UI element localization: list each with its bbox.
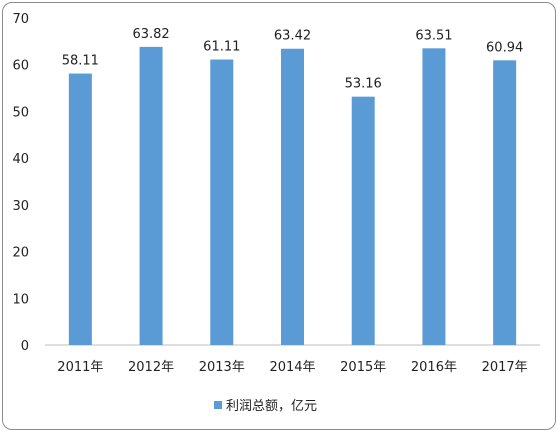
- data-label: 63.82: [132, 27, 169, 42]
- y-tick-label: 60: [12, 59, 29, 74]
- y-tick-label: 10: [12, 292, 29, 307]
- y-tick-label: 40: [12, 152, 29, 167]
- bar-5: [351, 96, 375, 345]
- y-tick-label: 70: [12, 12, 29, 27]
- bar-3: [210, 59, 234, 346]
- bar-7: [493, 60, 517, 345]
- x-tick-label: 2013年: [199, 360, 245, 375]
- x-tick-label: 2012年: [128, 360, 174, 375]
- bar-6: [422, 48, 446, 346]
- x-tick-label: 2011年: [57, 360, 103, 375]
- data-label: 61.11: [203, 40, 240, 55]
- data-label: 63.51: [415, 28, 452, 43]
- x-tick-label: 2014年: [269, 360, 315, 375]
- y-tick-label: 30: [12, 199, 29, 214]
- data-label: 60.94: [486, 40, 523, 55]
- legend-swatch: [214, 401, 222, 409]
- bar-1: [68, 73, 92, 346]
- x-tick-label: 2015年: [340, 360, 386, 375]
- bar-4: [281, 48, 304, 345]
- legend-label: 利润总额，亿元: [226, 399, 317, 414]
- data-label: 63.42: [274, 29, 311, 44]
- chart-frame: [2, 2, 556, 430]
- y-tick-label: 20: [12, 246, 29, 261]
- data-label: 53.16: [345, 77, 382, 92]
- y-tick-label: 0: [21, 339, 29, 354]
- data-label: 58.11: [62, 54, 99, 69]
- x-tick-label: 2016年: [411, 360, 457, 375]
- bar-2: [139, 46, 163, 346]
- y-tick-label: 50: [12, 105, 29, 120]
- x-tick-label: 2017年: [482, 360, 528, 375]
